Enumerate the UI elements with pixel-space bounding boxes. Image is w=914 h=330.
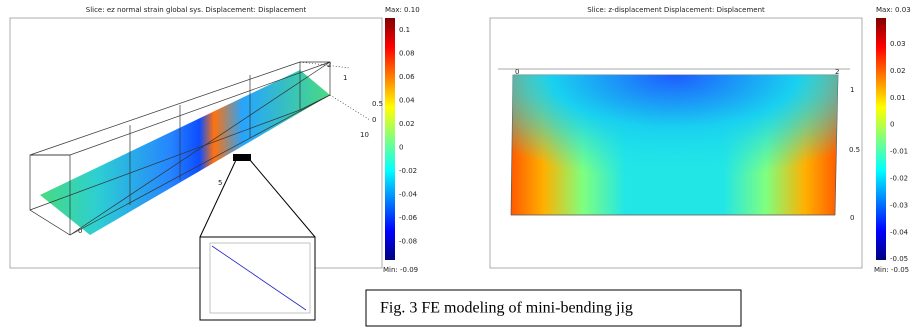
colorbar-tick: -0.02	[890, 175, 908, 183]
marker	[233, 154, 251, 161]
colorbar-tick: -0.03	[890, 201, 908, 209]
colorbar-tick: 0.02	[890, 67, 906, 75]
colorbar-tick: 0	[399, 144, 403, 152]
axis-label: 0.5	[372, 100, 383, 108]
zoom-line	[199, 159, 237, 238]
panel-title: Slice: z-displacement Displacement: Disp…	[587, 6, 765, 14]
axis-label: 0	[372, 116, 376, 124]
axis-label: 10	[360, 131, 369, 139]
colorbar-tick: 0	[890, 121, 894, 129]
right-frame	[489, 17, 863, 269]
colorbar-tick: -0.04	[399, 191, 418, 199]
axis-label: 0	[850, 214, 854, 222]
plate	[498, 68, 850, 216]
colorbar-tick: -0.05	[890, 255, 908, 263]
beam	[29, 61, 371, 236]
colorbar-tick: 0.02	[399, 120, 415, 128]
colorbar-min: Min: -0.09	[383, 266, 418, 274]
axis-label: 2	[835, 68, 839, 76]
colorbar-tick: 0.03	[890, 40, 906, 48]
zoom-line	[249, 159, 316, 238]
axis-label: 1	[850, 86, 854, 94]
colorbar-tick: 0.06	[399, 73, 415, 81]
caption-box	[365, 289, 742, 327]
panel-title: Slice: ez normal strain global sys. Disp…	[86, 6, 307, 14]
axis-label: 0	[78, 227, 82, 235]
axis-label: 5	[218, 179, 222, 187]
colorbar-tick: -0.04	[890, 228, 909, 236]
axis-label: 0.5	[849, 146, 860, 154]
colorbar	[385, 18, 395, 260]
colorbar-max: Max: 0.03	[876, 6, 911, 14]
caption: Fig. 3 FE modeling of mini-bending jig	[380, 300, 633, 317]
colorbar-tick: -0.02	[399, 167, 417, 175]
colorbar-tick: 0.04	[399, 97, 415, 105]
left-frame	[9, 17, 383, 269]
colorbar-max: Max: 0.10	[385, 6, 420, 14]
axis-label: 2	[327, 61, 331, 69]
colorbar-tick: -0.08	[399, 238, 417, 246]
colorbar	[876, 18, 886, 260]
colorbar-tick: -0.01	[890, 148, 908, 156]
colorbar-tick: 0.1	[399, 26, 410, 34]
colorbar-tick: -0.06	[399, 214, 418, 222]
axis-label: 0	[515, 68, 519, 76]
colorbar-tick: 0.01	[890, 94, 906, 102]
colorbar-min: Min: -0.05	[874, 266, 909, 274]
colorbar-tick: 0.08	[399, 50, 415, 58]
inset-plot	[199, 236, 316, 321]
axis-label: 1	[343, 74, 347, 82]
